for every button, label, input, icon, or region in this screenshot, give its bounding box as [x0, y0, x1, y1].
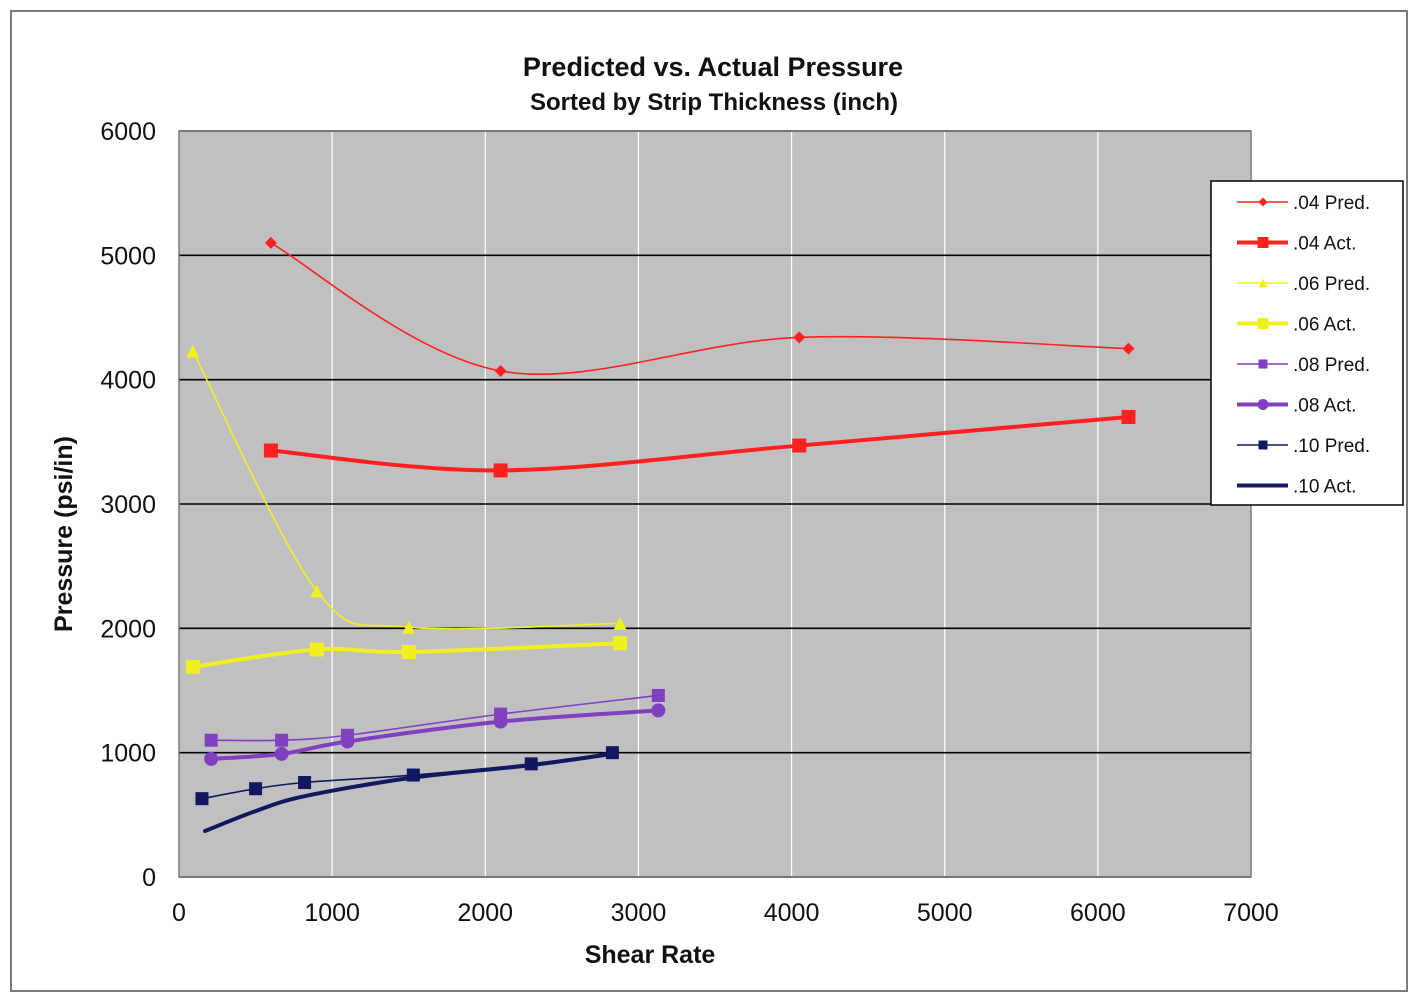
legend-entry: .04 Pred.: [1237, 193, 1370, 214]
legend-swatch-marker: [1258, 197, 1268, 207]
series-line: [209, 708, 661, 761]
tick-labels: 0 1000 2000 3000 4000 5000 6000 7000 0 1000 2000 30…: [100, 118, 1278, 927]
x-tick-label: 1000: [304, 899, 360, 927]
series-line: [203, 751, 615, 833]
legend-entry: .08 Act.: [1237, 396, 1356, 417]
legend-label: .06 Pred.: [1293, 274, 1370, 295]
data-point: [1121, 409, 1136, 424]
series-7: [203, 751, 615, 833]
chart-title: Predicted vs. Actual Pressure: [523, 52, 903, 82]
series-line: [268, 414, 1131, 473]
data-point: [493, 463, 508, 478]
x-tick-label: 7000: [1223, 899, 1279, 927]
legend-swatch-marker: [1257, 237, 1269, 248]
legend-swatch-marker: [1258, 359, 1268, 369]
x-tick-label: 2000: [457, 899, 513, 927]
data-point: [340, 734, 355, 749]
legend-label: .04 Pred.: [1293, 193, 1370, 214]
legend-swatch-marker: [1258, 278, 1268, 288]
data-point: [402, 620, 416, 634]
series-5: [204, 703, 666, 766]
series-2: [186, 344, 627, 634]
data-point: [792, 438, 807, 453]
y-tick-label: 2000: [100, 615, 156, 643]
data-point: [494, 364, 507, 377]
legend-label: .08 Pred.: [1293, 355, 1370, 376]
series-1: [263, 409, 1136, 478]
chart-subtitle: Sorted by Strip Thickness (inch): [530, 89, 898, 116]
legend-swatch-marker: [1257, 399, 1269, 410]
data-point: [1122, 342, 1135, 355]
legend-label: .08 Act.: [1293, 396, 1356, 417]
x-tick-label: 6000: [1070, 899, 1126, 927]
data-point: [264, 236, 277, 249]
data-point: [275, 733, 289, 747]
legend-label: .04 Act.: [1293, 234, 1356, 255]
y-tick-label: 5000: [100, 242, 156, 270]
data-point: [186, 344, 200, 358]
legend-label: .06 Act.: [1293, 315, 1356, 336]
series-4: [204, 688, 665, 747]
data-point: [263, 443, 278, 458]
data-point: [249, 782, 263, 796]
data-point: [204, 733, 218, 747]
legend-entry: .04 Act.: [1237, 234, 1356, 255]
x-tick-label: 3000: [611, 899, 667, 927]
y-tick-label: 0: [142, 864, 156, 892]
legend-swatch-marker: [1257, 318, 1269, 329]
data-point: [613, 636, 628, 651]
legend-box: [1210, 180, 1404, 506]
series-layer: [185, 236, 1136, 833]
legend-entry: .06 Pred.: [1237, 274, 1370, 295]
x-tick-label: 5000: [917, 899, 973, 927]
data-point: [310, 584, 324, 598]
y-tick-label: 1000: [100, 740, 156, 768]
x-tick-label: 4000: [764, 899, 820, 927]
data-point: [651, 703, 666, 718]
series-line: [210, 694, 660, 742]
data-point: [274, 746, 289, 761]
data-point: [793, 331, 806, 344]
data-point: [204, 751, 219, 766]
series-line: [270, 242, 1130, 376]
data-point: [651, 688, 665, 702]
x-tick-label: 0: [172, 899, 186, 927]
series-line: [190, 641, 623, 669]
y-axis-title: Pressure (psi/in): [50, 436, 78, 632]
y-tick-label: 4000: [100, 367, 156, 395]
data-point: [185, 659, 200, 674]
legend-label: .10 Act.: [1293, 477, 1356, 498]
legend-label: .10 Pred.: [1293, 436, 1370, 457]
legend-swatch-marker: [1258, 440, 1268, 450]
y-tick-label: 3000: [100, 491, 156, 519]
series-3: [185, 636, 628, 674]
data-point: [493, 714, 508, 729]
data-point: [401, 644, 416, 659]
x-axis-title: Shear Rate: [585, 941, 716, 969]
data-point: [613, 616, 627, 630]
series-line: [191, 350, 621, 630]
data-point: [195, 792, 209, 806]
data-point: [298, 776, 312, 790]
legend-entry: .06 Act.: [1237, 315, 1356, 336]
legend-entry: .08 Pred.: [1237, 355, 1370, 376]
legend: .04 Pred. .04 Act. .06 Pred. .06 Act. .08 Pr…: [1210, 180, 1404, 506]
data-point: [309, 642, 324, 657]
legend-entry: .10 Act.: [1237, 477, 1356, 498]
legend-entry: .10 Pred.: [1237, 436, 1370, 457]
y-tick-label: 6000: [100, 118, 156, 146]
series-0: [264, 236, 1135, 377]
